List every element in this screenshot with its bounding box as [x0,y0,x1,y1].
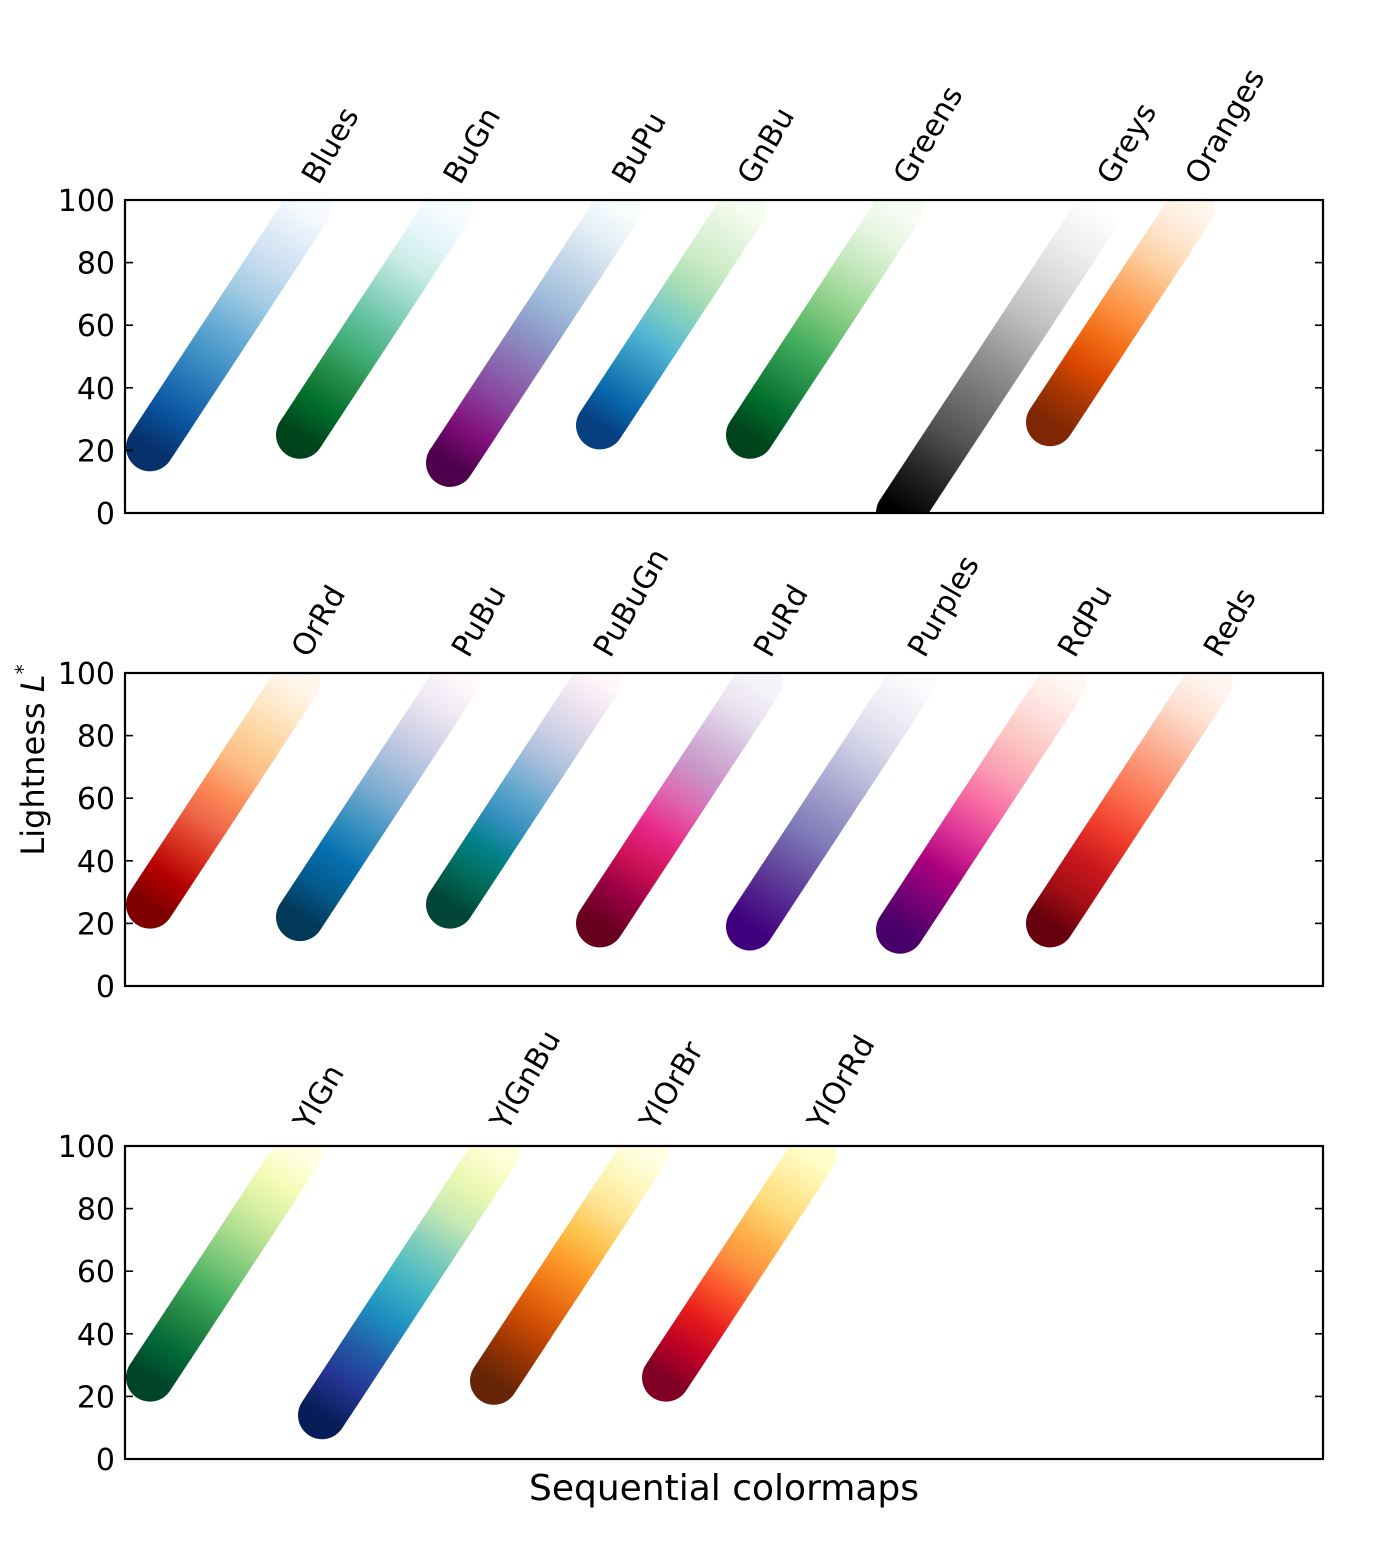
series-rdpu [876,673,1087,954]
y-tick-label: 80 [77,247,115,282]
series-purd [576,673,783,948]
panel-3-strokes [126,1146,837,1440]
y-axis-label-symbol: L [14,674,52,692]
series-label-oranges: Oranges [1179,63,1273,190]
series-label-rdpu: RdPu [1051,579,1120,663]
y-tick-label: 40 [77,845,115,880]
series-ylorrd [642,1146,837,1402]
series-label-ylgn: YlGn [286,1059,351,1137]
panel-3-frame [123,1144,1325,1461]
panel-2: OrRd PuBu PuBuGn PuRd Purples RdPu Reds 0 20 40 60… [58,543,1325,1005]
series-label-blues: Blues [295,101,366,190]
series-purples [726,673,937,951]
series-label-bugn: BuGn [437,102,508,190]
y-tick-label: 0 [96,1443,115,1478]
panel-2-frame [123,671,1325,988]
series-label-pubu: PuBu [445,580,513,663]
y-tick-label: 80 [77,720,115,755]
series-label-gnbu: GnBu [731,102,802,190]
series-label-orrd: OrRd [285,580,353,663]
series-label-greens: Greens [887,80,971,190]
y-tick-label: 0 [96,497,115,532]
series-bugn [276,200,473,459]
series-ylorbr [470,1146,669,1405]
series-orrd [126,673,321,929]
y-axis-label: Lightness L* [11,664,52,855]
y-axis-label-superscript: * [11,664,35,674]
panel-1-strokes [126,200,1214,513]
series-oranges [1026,200,1214,447]
series-label-purples: Purples [901,550,987,663]
series-gnbu [576,200,767,450]
series-ylgn [126,1146,323,1402]
y-tick-label: 100 [58,657,115,692]
y-axis-label-text: Lightness [14,692,52,855]
y-tick-label: 40 [77,1318,115,1353]
series-bupu [426,200,641,487]
y-tick-label: 100 [58,1130,115,1165]
panel-3: YlGn YlGnBu YlOrBr YlOrRd 0 20 40 60 80 100 [58,1025,1325,1478]
series-pubugn [426,673,623,929]
y-tick-label: 40 [77,372,115,407]
panel-2-strokes [126,673,1233,954]
y-tick-label: 60 [77,782,115,817]
y-tick-label: 20 [77,907,115,942]
panel-1-frame [123,198,1325,515]
series-label-purd: PuRd [747,579,816,663]
y-tick-label: 60 [77,1255,115,1290]
series-pubu [276,673,481,942]
y-tick-label: 20 [77,1380,115,1415]
y-tick-label: 60 [77,309,115,344]
series-label-reds: Reds [1197,583,1264,663]
y-tick-label: 80 [77,1193,115,1228]
series-label-ylorrd: YlOrRd [800,1030,882,1137]
y-tick-label: 0 [96,970,115,1005]
series-label-ylorbr: YlOrBr [632,1035,711,1137]
series-ylgnbu [298,1146,519,1440]
x-axis-label: Sequential colormaps [529,1468,919,1509]
series-label-bupu: BuPu [605,107,673,190]
series-greens [726,200,923,459]
panel-1: Blues BuGn BuPu GnBu Greens Greys Oranges 0 20 40… [58,63,1325,532]
series-greys [876,200,1126,513]
series-reds [1026,673,1233,948]
series-label-pubugn: PuBuGn [587,543,677,663]
series-label-greys: Greys [1090,97,1164,190]
y-tick-label: 100 [58,184,115,219]
series-blues [126,200,331,472]
y-tick-label: 20 [77,434,115,469]
series-label-ylgnbu: YlGnBu [483,1025,568,1137]
